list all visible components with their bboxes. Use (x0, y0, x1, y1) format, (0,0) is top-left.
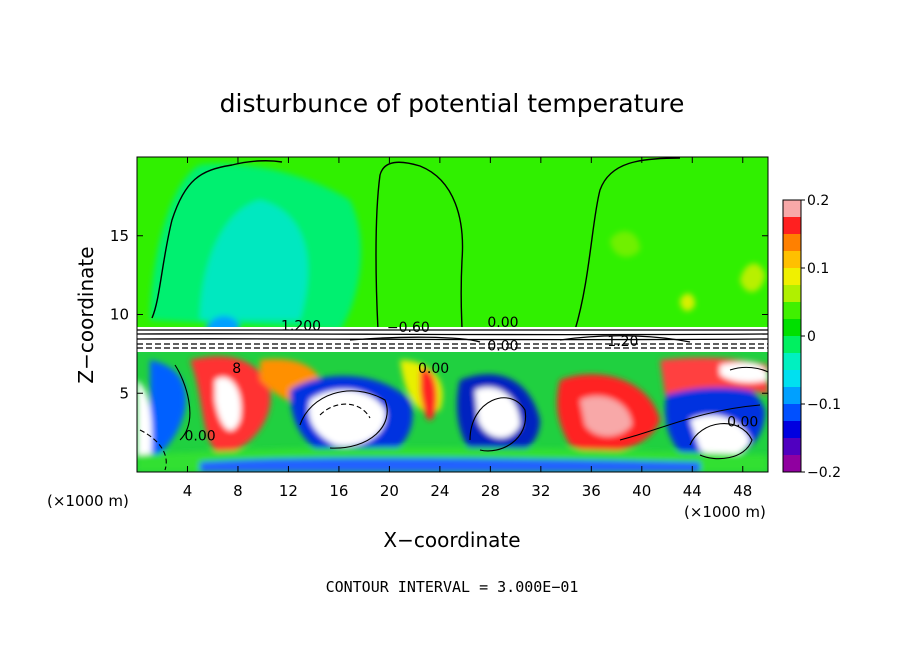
colorbar-swatch (783, 370, 801, 388)
contour-label: 1.200 (281, 318, 321, 334)
colorbar-tick-label: 0.1 (807, 261, 829, 277)
y-tick-label: 15 (110, 227, 129, 245)
stable-line (137, 333, 768, 336)
stable-line (349, 336, 481, 343)
colorbar-swatch (783, 404, 801, 422)
x-tick-label: 24 (430, 482, 449, 500)
chart-title: disturbunce of potential temperature (220, 89, 685, 118)
y-axis-label: Z−coordinate (74, 246, 98, 383)
colorbar-tick-label: 0 (807, 329, 816, 345)
colorbar-swatch (783, 200, 801, 218)
colorbar-swatch (783, 455, 801, 473)
contour-labels: 0.00 8 0.00 0.00 0.00 −0.60 0.00 1.20 1.200 (185, 315, 759, 444)
colorbar-swatch (783, 217, 801, 235)
contour-line (619, 404, 761, 441)
eddy-white-far-right (720, 362, 768, 383)
contour-label: 0.00 (418, 361, 449, 377)
stable-line (559, 335, 691, 343)
contour-zero-left (151, 160, 283, 319)
colorbar: 0.2 0.1 0 −0.1 −0.2 (782, 193, 841, 481)
eddy-pink-right (580, 396, 632, 437)
x-tick-label: 40 (632, 482, 651, 500)
lower-eddies (137, 356, 768, 472)
warm-patch-right (740, 263, 765, 292)
x-tick-label: 12 (279, 482, 298, 500)
eddy-white-mid (475, 387, 520, 438)
x-tick-label: 44 (683, 482, 702, 500)
contour-label: 0.00 (727, 414, 758, 430)
contour-line (299, 390, 388, 449)
x-axis: 4 8 12 16 20 24 28 32 36 40 44 48 (183, 157, 752, 500)
warm-patch-right2 (680, 293, 695, 312)
colorbar-swatch (783, 285, 801, 303)
colorbar-swatch (783, 251, 801, 269)
x-tick-label: 28 (481, 482, 500, 500)
x-tick-label: 48 (733, 482, 752, 500)
contour-label: −0.60 (387, 320, 430, 336)
colorbar-swatch (783, 302, 801, 320)
contour-line (729, 366, 768, 373)
contour-label: 0.00 (487, 315, 518, 331)
lower-field (137, 352, 768, 472)
x-tick-label: 16 (329, 482, 348, 500)
colorbar-swatch (783, 336, 801, 354)
contour-line (689, 423, 753, 460)
eddy-blue-floor (200, 457, 700, 472)
eddy-blue-left (150, 360, 186, 460)
stable-line (137, 338, 768, 341)
y-tick-label: 10 (110, 306, 129, 324)
x-tick-label: 36 (582, 482, 601, 500)
contour-zero-mid (375, 161, 464, 331)
x-tick-label: 4 (183, 482, 193, 500)
x-axis-label: X−coordinate (383, 528, 520, 552)
contour-interval-note: CONTOUR INTERVAL = 3.000E−01 (326, 578, 579, 596)
warm-patch-mid (610, 231, 640, 257)
colorbar-swatch (783, 353, 801, 371)
cool-patch-left-core (200, 200, 308, 320)
eddy-white-far-left (137, 380, 152, 470)
y-axis: 5 10 15 (110, 227, 768, 402)
contour-label: 1.20 (607, 334, 638, 350)
colorbar-tick-label: −0.2 (807, 465, 841, 481)
contour-label: 0.00 (185, 429, 216, 445)
upper-contours (151, 157, 681, 331)
lower-contours (139, 364, 768, 471)
x-unit-left: (×1000 m) (47, 492, 129, 510)
x-tick-label: 32 (531, 482, 550, 500)
y-tick-label: 5 (119, 384, 129, 402)
stable-layer-lines (137, 329, 768, 349)
colorbar-swatch (783, 387, 801, 405)
colorbar-tick-label: 0.2 (807, 193, 829, 209)
contour-zero-right (574, 157, 681, 331)
colorbar-swatch (783, 438, 801, 456)
x-tick-label: 8 (233, 482, 243, 500)
contour-line (174, 364, 191, 441)
contour-line (139, 429, 167, 471)
colorbar-swatch (783, 234, 801, 252)
contour-label: 0.00 (487, 339, 518, 355)
contour-line (469, 397, 527, 452)
x-tick-label: 20 (380, 482, 399, 500)
colorbar-tick-label: −0.1 (807, 397, 841, 413)
colorbar-swatch (783, 268, 801, 286)
upper-field-patches (150, 163, 765, 337)
contour-label: 8 (232, 361, 241, 377)
plot-area: 0.00 8 0.00 0.00 0.00 −0.60 0.00 1.20 1.200 (137, 157, 768, 472)
colorbar-swatch (783, 319, 801, 337)
x-unit-right: (×1000 m) (684, 503, 766, 521)
colorbar-swatch (783, 421, 801, 439)
eddy-white-center (308, 389, 386, 446)
eddy-red-mid (420, 369, 437, 421)
contour-line (319, 403, 371, 419)
eddy-white-left (215, 377, 241, 431)
